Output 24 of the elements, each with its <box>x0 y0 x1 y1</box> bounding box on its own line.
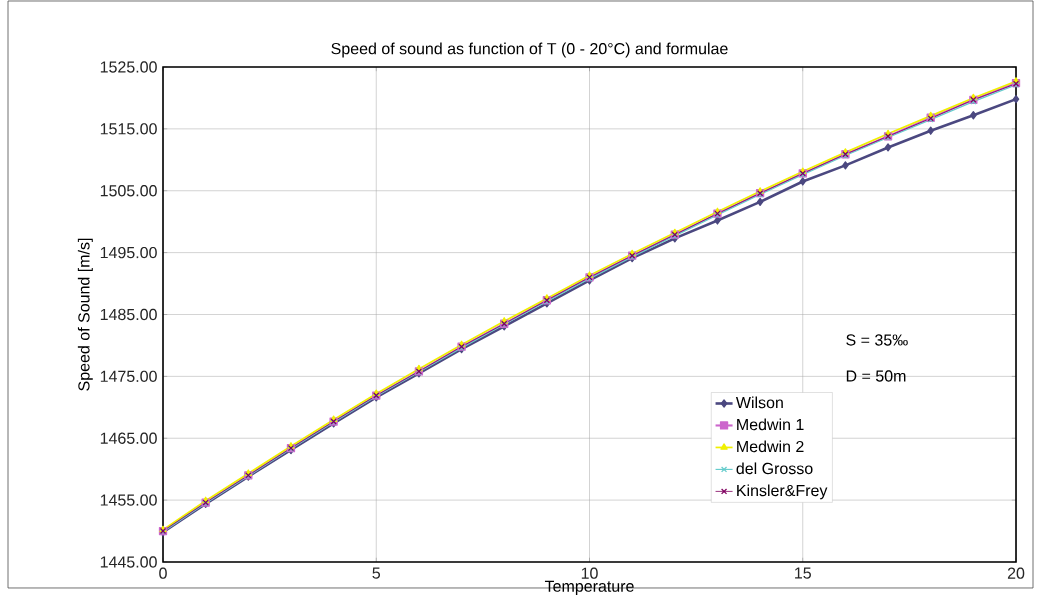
y-tick-label: 1455.00 <box>100 494 157 506</box>
x-tick-label: 0 <box>159 567 167 579</box>
x-tick-label: 10 <box>581 567 598 579</box>
legend-label: Medwin 2 <box>737 440 804 453</box>
x-tick-label: 20 <box>1007 567 1025 579</box>
y-tick-label: 1505.00 <box>100 185 157 197</box>
legend-label: Wilson <box>735 396 783 409</box>
legend-label: Medwin 1 <box>737 418 804 431</box>
y-tick-label: 1495.00 <box>100 246 157 259</box>
x-tick-label: 15 <box>795 567 811 579</box>
x-tick-label: 5 <box>372 567 381 579</box>
legend-label: del Grosso <box>736 462 813 475</box>
y-tick-label: 1445.00 <box>100 556 157 568</box>
y-tick-label: 1485.00 <box>100 308 157 321</box>
y-tick-label: 1515.00 <box>100 123 157 135</box>
y-tick-label: 1475.00 <box>100 370 157 383</box>
chart-title: Speed of sound as function of T (0 - 20°C) and formulae <box>331 42 728 58</box>
y-tick-label: 1525.00 <box>100 61 157 73</box>
annotation: D = 50m <box>846 370 906 382</box>
x-axis-title: Temperature <box>544 580 634 596</box>
annotation: S = 35‰ <box>846 334 908 346</box>
y-tick-label: 1465.00 <box>100 432 157 444</box>
legend-label: Kinsler&Frey <box>737 484 828 500</box>
y-axis-title: Speed of Sound [m/s] <box>77 238 93 391</box>
